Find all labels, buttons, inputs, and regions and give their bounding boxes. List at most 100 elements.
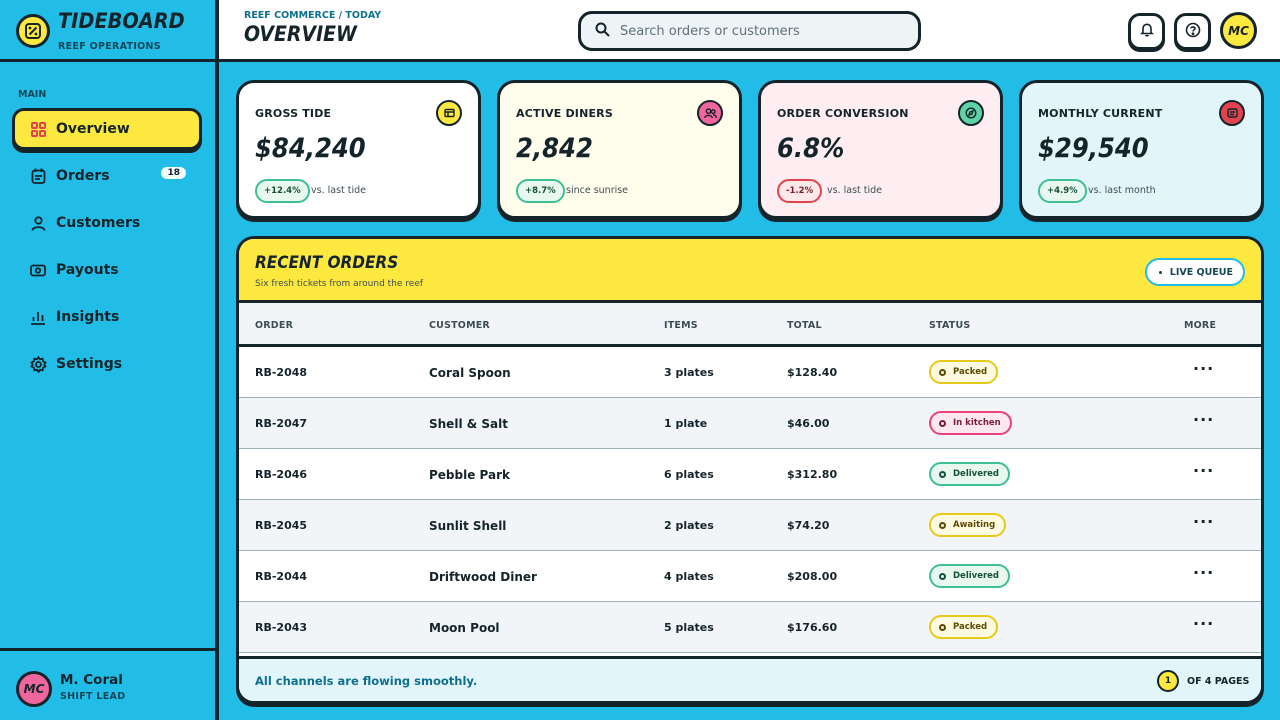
panel-header: RECENT ORDERS Six fresh tickets from aro…: [239, 239, 1261, 303]
page-count: OF 4 PAGES: [1187, 676, 1250, 687]
live-queue-label: LIVE QUEUE: [1169, 266, 1233, 278]
compass-icon: [958, 100, 984, 126]
customer-name: Coral Spoon: [429, 366, 511, 380]
brand-subtitle: REEF OPERATIONS: [58, 41, 161, 52]
column-header-more: MORE: [1184, 320, 1217, 331]
bar-chart-icon: [29, 308, 47, 326]
status-ring-icon: [939, 572, 946, 580]
order-items: 5 plates: [664, 621, 714, 634]
status-ring-icon: [939, 419, 946, 427]
status-label: Packed: [953, 367, 988, 377]
status-badge: Delivered: [929, 564, 1010, 588]
customer-name: Sunlit Shell: [429, 519, 507, 533]
column-header-items[interactable]: ITEMS: [664, 320, 698, 331]
more-options-icon[interactable]: ···: [1193, 359, 1215, 378]
user-icon: [29, 214, 47, 232]
more-options-icon[interactable]: ···: [1193, 461, 1215, 480]
cash-icon: [29, 261, 47, 279]
stat-delta-badge: +12.4%: [255, 179, 310, 203]
status-label: In kitchen: [953, 418, 1001, 428]
stat-note: vs. last tide: [827, 185, 883, 196]
percent-icon: [16, 14, 50, 48]
column-header-customer[interactable]: CUSTOMER: [429, 320, 490, 331]
bell-icon: [1139, 22, 1154, 41]
status-badge: Packed: [929, 360, 999, 384]
help-icon: [1185, 22, 1201, 42]
table-row[interactable]: RB-2046 Pebble Park 6 plates $312.80 Del…: [239, 449, 1261, 500]
order-items: 2 plates: [664, 519, 714, 532]
status-badge: Packed: [929, 615, 999, 639]
table-row[interactable]: RB-2043 Moon Pool 5 plates $176.60 Packe…: [239, 602, 1261, 653]
user-profile[interactable]: MC M. Coral SHIFT LEAD: [0, 648, 215, 720]
sidebar-item-label: Orders: [56, 168, 110, 184]
order-total: $176.60: [787, 621, 838, 634]
status-badge: In kitchen: [929, 411, 1012, 435]
stat-delta-badge: -1.2%: [777, 179, 823, 203]
page-title: OVERVIEW: [244, 22, 357, 46]
sidebar-item-payouts[interactable]: Payouts: [12, 249, 202, 291]
current-page-badge[interactable]: 1: [1157, 670, 1179, 692]
stat-card-monthly-current: MONTHLY CURRENT $29,540 +4.9% vs. last m…: [1019, 80, 1264, 219]
more-options-icon[interactable]: ···: [1193, 563, 1215, 582]
help-button[interactable]: [1174, 13, 1211, 50]
search-bar[interactable]: [578, 11, 921, 51]
recent-orders-panel: RECENT ORDERS Six fresh tickets from aro…: [236, 236, 1264, 704]
sidebar-item-label: Settings: [56, 356, 123, 372]
search-input[interactable]: [620, 23, 900, 39]
sidebar-item-settings[interactable]: Settings: [12, 343, 202, 385]
more-options-icon[interactable]: ···: [1193, 614, 1215, 633]
sidebar-item-overview[interactable]: Overview: [12, 108, 202, 150]
sidebar: TIDEBOARD REEF OPERATIONS MAIN Overview …: [0, 0, 215, 720]
stat-label: ACTIVE DINERS: [516, 107, 613, 120]
more-options-icon[interactable]: ···: [1193, 410, 1215, 429]
brand: TIDEBOARD REEF OPERATIONS: [0, 0, 215, 62]
customer-name: Shell & Salt: [429, 417, 508, 431]
status-badge: Awaiting: [929, 513, 1007, 537]
status-label: Delivered: [953, 571, 999, 581]
sidebar-item-orders[interactable]: Orders 18: [12, 155, 202, 197]
status-ring-icon: [939, 470, 946, 478]
wallet-icon: [1219, 100, 1245, 126]
order-id: RB-2048: [255, 366, 308, 379]
order-items: 1 plate: [664, 417, 708, 430]
brand-name: TIDEBOARD: [58, 9, 185, 33]
avatar: MC: [16, 671, 52, 707]
live-queue-button[interactable]: LIVE QUEUE: [1144, 258, 1245, 286]
stat-card-gross-tide: GROSS TIDE $84,240 +12.4% vs. last tide: [236, 80, 481, 219]
stat-card-active-diners: ACTIVE DINERS 2,842 +8.7% since sunrise: [497, 80, 742, 219]
sidebar-item-label: Insights: [56, 309, 120, 325]
more-options-icon[interactable]: ···: [1193, 512, 1215, 531]
users-icon: [697, 100, 723, 126]
stat-note: since sunrise: [566, 185, 629, 196]
table-row[interactable]: RB-2048 Coral Spoon 3 plates $128.40 Pac…: [239, 347, 1261, 398]
stat-value: 2,842: [516, 133, 593, 164]
orders-count-badge: 18: [161, 167, 186, 179]
sidebar-item-customers[interactable]: Customers: [12, 202, 202, 244]
stat-delta-badge: +4.9%: [1038, 179, 1087, 203]
avatar[interactable]: MC: [1220, 12, 1257, 49]
profile-role: SHIFT LEAD: [60, 691, 126, 702]
order-total: $208.00: [787, 570, 838, 583]
breadcrumb[interactable]: REEF COMMERCE / TODAY: [244, 10, 382, 21]
column-header-total[interactable]: TOTAL: [787, 320, 822, 331]
footer-status-text: All channels are flowing smoothly.: [255, 674, 478, 688]
order-items: 4 plates: [664, 570, 714, 583]
notifications-button[interactable]: [1128, 13, 1165, 50]
panel-subtitle: Six fresh tickets from around the reef: [255, 279, 424, 289]
table-row[interactable]: RB-2047 Shell & Salt 1 plate $46.00 In k…: [239, 398, 1261, 449]
table-header: ORDER CUSTOMER ITEMS TOTAL STATUS MORE: [239, 303, 1261, 347]
stat-value: $29,540: [1038, 133, 1149, 164]
column-header-order[interactable]: ORDER: [255, 320, 294, 331]
status-label: Packed: [953, 622, 988, 632]
table-row[interactable]: RB-2044 Driftwood Diner 4 plates $208.00…: [239, 551, 1261, 602]
order-total: $74.20: [787, 519, 830, 532]
stat-note: vs. last tide: [311, 185, 367, 196]
table-row[interactable]: RB-2045 Sunlit Shell 2 plates $74.20 Awa…: [239, 500, 1261, 551]
column-header-status[interactable]: STATUS: [929, 320, 971, 331]
stat-label: MONTHLY CURRENT: [1038, 107, 1163, 120]
order-id: RB-2046: [255, 468, 308, 481]
sidebar-item-insights[interactable]: Insights: [12, 296, 202, 338]
status-label: Awaiting: [953, 520, 996, 530]
stat-label: ORDER CONVERSION: [777, 107, 909, 120]
stat-delta-badge: +8.7%: [516, 179, 565, 203]
